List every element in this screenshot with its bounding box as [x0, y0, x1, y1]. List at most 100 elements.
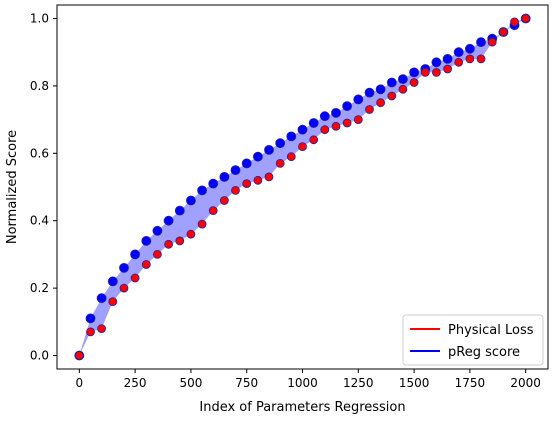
preg-score-point — [141, 235, 152, 246]
physical-loss-point — [108, 297, 118, 307]
preg-score-point — [364, 87, 375, 98]
physical-loss-point — [320, 125, 330, 135]
preg-score-point — [241, 158, 252, 169]
physical-loss-point — [264, 172, 274, 182]
preg-score-point — [107, 276, 118, 287]
physical-loss-point — [420, 68, 430, 77]
physical-loss-point — [164, 239, 174, 249]
physical-loss-point — [286, 152, 296, 162]
physical-loss-point — [275, 158, 285, 168]
preg-score-point — [342, 101, 353, 111]
physical-loss-point — [130, 273, 140, 283]
y-tick-label: 0.4 — [30, 214, 49, 228]
preg-score-point — [308, 118, 319, 128]
preg-score-point — [476, 37, 486, 47]
physical-loss-point — [365, 105, 374, 114]
preg-score-point — [174, 205, 185, 216]
preg-score-point — [353, 94, 364, 105]
preg-score-point — [252, 151, 263, 162]
x-tick-label: 500 — [179, 376, 202, 390]
physical-loss-point — [197, 219, 207, 229]
preg-score-point — [275, 138, 286, 149]
y-axis-label: Normalized Score — [5, 130, 20, 244]
physical-loss-point — [219, 196, 229, 205]
physical-loss-point — [119, 283, 129, 293]
physical-loss-point — [253, 175, 263, 185]
x-tick-label: 750 — [235, 376, 258, 390]
fill-between-layer — [79, 18, 526, 356]
y-tick-label: 1.0 — [30, 11, 49, 25]
physical-loss-point — [208, 206, 218, 216]
physical-loss-point — [476, 54, 486, 64]
preg-score-point — [197, 185, 208, 196]
preg-score-point — [442, 54, 453, 64]
preg-score-point — [264, 144, 274, 155]
physical-loss-point — [521, 14, 531, 23]
legend: Physical Loss pReg score — [402, 314, 544, 366]
legend-label-preg-score: pReg score — [448, 345, 520, 360]
physical-loss-point — [175, 236, 185, 246]
physical-loss-point — [97, 324, 106, 334]
physical-loss-point — [152, 249, 162, 259]
legend-label-physical-loss: Physical Loss — [448, 323, 534, 338]
physical-loss-point — [231, 185, 240, 195]
preg-score-point — [185, 195, 196, 206]
preg-score-point — [96, 293, 107, 304]
preg-score-point — [409, 67, 420, 78]
physical-loss-point — [242, 179, 252, 189]
preg-score-point — [208, 178, 219, 189]
series-layer — [74, 13, 531, 361]
preg-score-point — [464, 43, 475, 54]
preg-score-point — [319, 111, 330, 122]
preg-score-series — [74, 13, 531, 361]
physical-loss-point — [186, 229, 196, 239]
physical-loss-series — [74, 14, 531, 360]
physical-loss-point — [353, 115, 363, 124]
preg-score-point — [219, 171, 230, 182]
preg-score-point — [331, 108, 341, 118]
physical-loss-point — [387, 91, 397, 101]
x-tick-label: 1000 — [287, 376, 318, 390]
preg-score-point — [230, 165, 241, 176]
physical-loss-point — [342, 118, 352, 128]
legend-box — [402, 314, 544, 366]
preg-score-point — [130, 249, 141, 260]
physical-loss-point — [398, 84, 408, 94]
y-axis-ticks: 0.0 0.2 0.4 0.6 0.8 1.0 — [30, 11, 57, 363]
preg-score-point — [286, 131, 297, 142]
x-tick-label: 1500 — [399, 376, 430, 390]
physical-loss-point — [74, 351, 84, 360]
plot-area — [74, 13, 531, 361]
y-tick-label: 0.2 — [30, 281, 49, 295]
x-axis-ticks: 0 250 500 750 1000 1250 1500 1750 2000 — [75, 369, 541, 390]
y-tick-label: 0.8 — [30, 79, 49, 93]
preg-score-point — [163, 215, 174, 226]
physical-loss-point — [487, 37, 497, 47]
physical-loss-point — [443, 64, 453, 74]
preg-score-point — [119, 262, 129, 273]
physical-loss-point — [454, 57, 464, 67]
preg-score-point — [386, 77, 397, 88]
preg-score-point — [375, 84, 386, 95]
physical-loss-point — [498, 27, 508, 37]
plot-frame — [56, 4, 549, 370]
preg-score-point — [453, 47, 464, 58]
preg-score-point — [85, 313, 96, 324]
physical-loss-point — [298, 142, 307, 152]
physical-loss-point — [141, 260, 151, 269]
physical-loss-point — [510, 17, 519, 27]
physical-loss-point — [331, 121, 341, 131]
physical-loss-point — [431, 68, 441, 77]
x-axis-label: Index of Parameters Regression — [199, 400, 405, 415]
x-tick-label: 0 — [75, 376, 83, 390]
preg-score-point — [297, 124, 308, 135]
y-tick-label: 0.0 — [30, 349, 49, 363]
physical-loss-point — [376, 98, 386, 108]
x-tick-label: 1250 — [343, 376, 374, 390]
y-tick-label: 0.6 — [30, 146, 49, 160]
preg-score-point — [152, 225, 163, 236]
preg-score-point — [431, 57, 442, 68]
physical-loss-point — [86, 327, 95, 337]
physical-loss-point — [409, 78, 419, 87]
